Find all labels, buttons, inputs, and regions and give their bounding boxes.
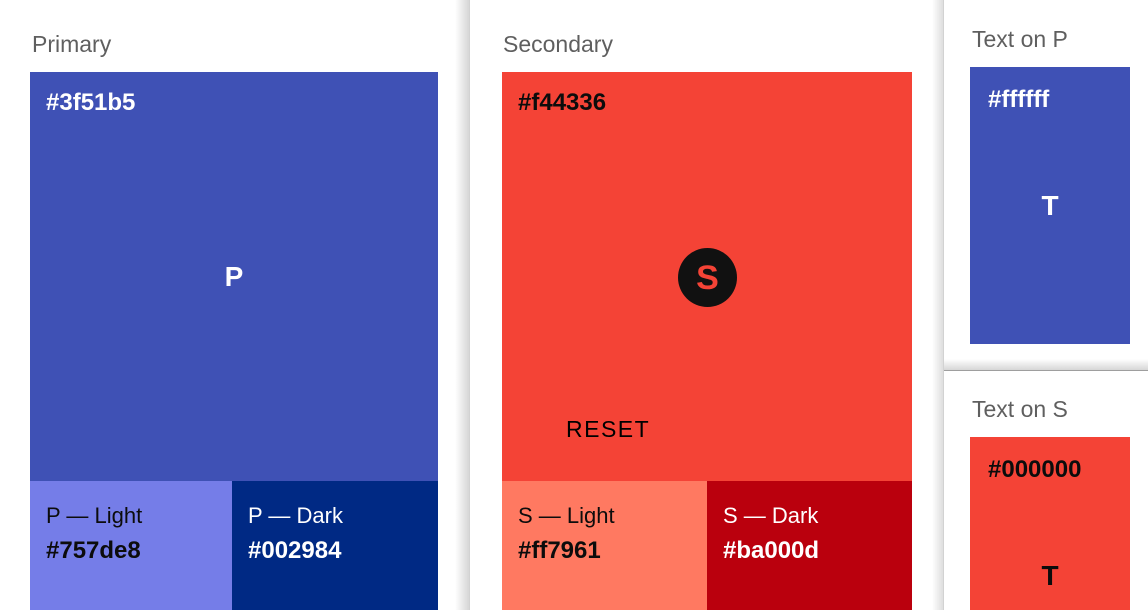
text-on-secondary-swatch: #000000 T (970, 437, 1130, 610)
primary-dark-swatch: P — Dark #002984 (232, 481, 438, 610)
text-on-secondary-hex: #000000 (988, 456, 1082, 483)
card-divider-texton-p-s (944, 370, 1148, 371)
secondary-fab-letter: S (696, 258, 719, 297)
secondary-panel-title: Secondary (503, 31, 613, 57)
primary-dark-hex: #002984 (248, 537, 342, 564)
primary-panel-title: Primary (32, 31, 112, 57)
card-shadow-above-text-on-s (944, 359, 1148, 370)
primary-letter: P (224, 260, 244, 292)
text-on-primary-swatch: #ffffff T (970, 67, 1130, 344)
reset-button[interactable]: RESET (556, 406, 660, 452)
card-divider-secondary-textpanels (943, 0, 944, 610)
card-shadow-left-of-secondary (455, 0, 469, 610)
secondary-fab-button[interactable]: S (678, 248, 737, 307)
card-divider-primary-secondary (469, 0, 470, 610)
text-on-secondary-title: Text on S (972, 396, 1068, 422)
secondary-dark-label: S — Dark (723, 503, 819, 528)
secondary-light-hex: #ff7961 (518, 537, 601, 564)
primary-hex: #3f51b5 (46, 89, 136, 116)
text-on-primary-title: Text on P (972, 26, 1068, 52)
text-on-secondary-letter: T (1041, 559, 1059, 591)
primary-light-label: P — Light (46, 503, 143, 528)
secondary-light-label: S — Light (518, 503, 615, 528)
text-on-primary-hex: #ffffff (988, 86, 1050, 113)
text-on-primary-letter: T (1041, 189, 1059, 221)
card-shadow-left-of-text-panels (932, 0, 943, 610)
primary-main-swatch: #3f51b5 P (30, 72, 438, 481)
secondary-dark-swatch: S — Dark #ba000d (707, 481, 912, 610)
secondary-light-swatch: S — Light #ff7961 (502, 481, 707, 610)
secondary-hex: #f44336 (518, 89, 607, 116)
secondary-dark-hex: #ba000d (723, 537, 820, 564)
primary-light-swatch: P — Light #757de8 (30, 481, 232, 610)
primary-light-hex: #757de8 (46, 537, 141, 564)
primary-dark-label: P — Dark (248, 503, 343, 528)
